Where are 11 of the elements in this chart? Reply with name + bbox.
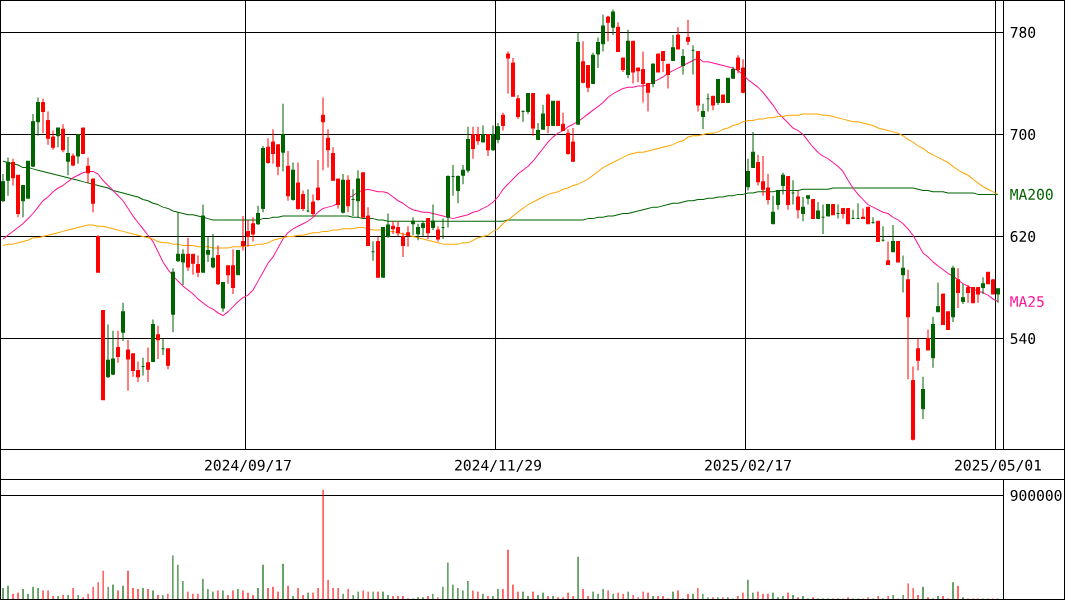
y-tick-label: 540 (1010, 333, 1036, 345)
x-tick-label: 2024/09/17 (205, 459, 291, 472)
y-tick-label: 700 (1010, 128, 1036, 140)
series-label: MA25 (1010, 296, 1044, 308)
x-tick-label: 2025/05/01 (955, 459, 1041, 472)
x-tick-label: 2024/11/29 (455, 459, 541, 472)
series-label: MA200 (1010, 188, 1053, 200)
x-tick-label: 2025/02/17 (705, 459, 791, 472)
y-tick-label: 900000 (1010, 489, 1062, 501)
y-tick-label: 780 (1010, 26, 1036, 38)
y-tick-label: 620 (1010, 230, 1036, 242)
